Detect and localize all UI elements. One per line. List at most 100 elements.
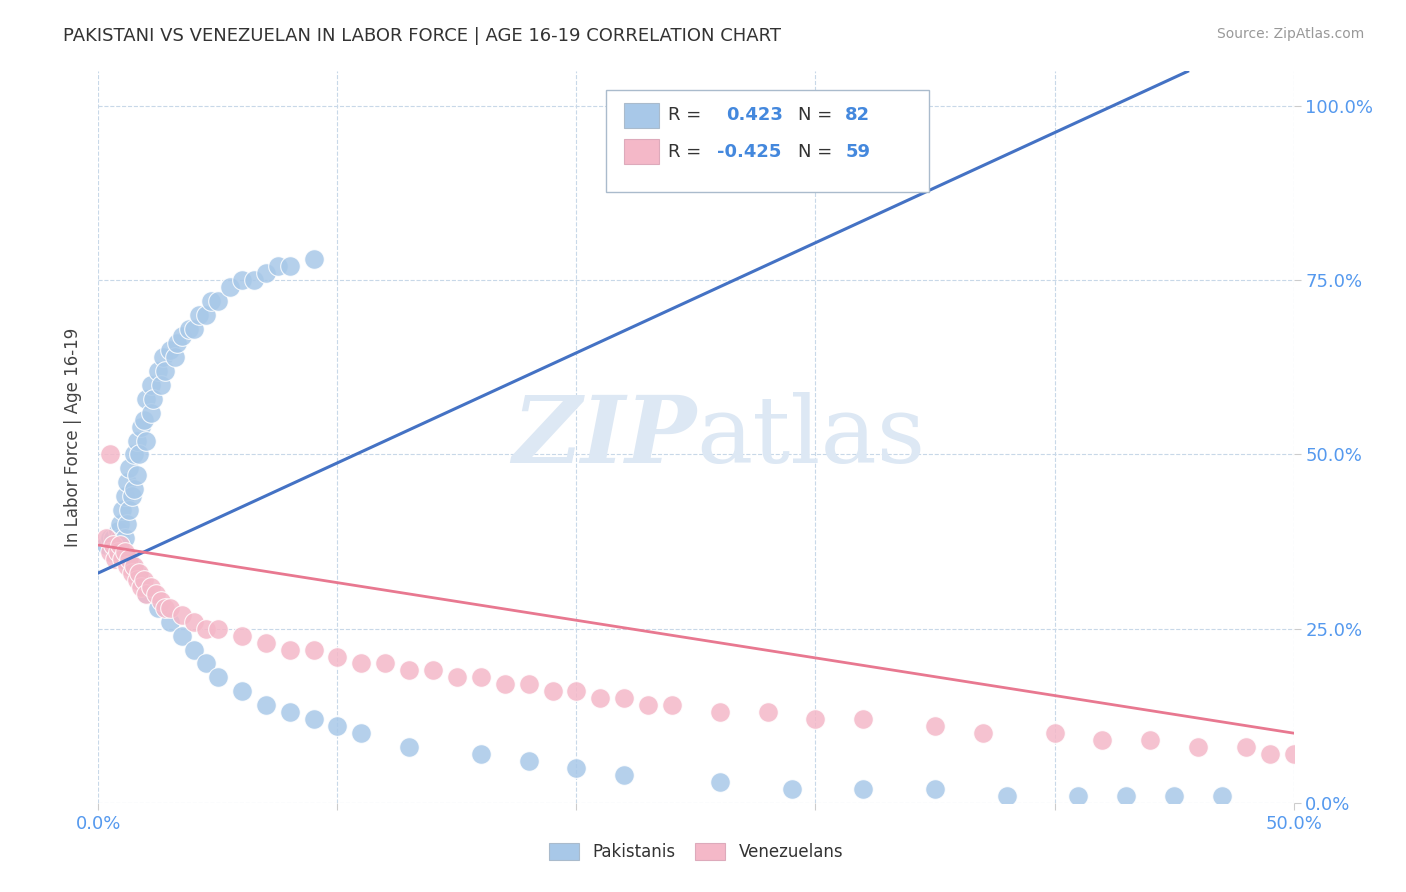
Point	[183, 642, 205, 657]
Point	[172, 607, 194, 622]
Point	[114, 545, 136, 559]
Text: N =: N =	[797, 143, 832, 161]
Point	[149, 377, 172, 392]
Point	[121, 566, 143, 580]
Point	[709, 775, 731, 789]
Point	[756, 705, 779, 719]
Point	[200, 294, 222, 309]
Point	[128, 566, 150, 580]
FancyBboxPatch shape	[606, 90, 929, 192]
Point	[172, 629, 194, 643]
Point	[302, 712, 325, 726]
Point	[108, 517, 131, 532]
Point	[121, 558, 143, 573]
Point	[541, 684, 564, 698]
Point	[1139, 733, 1161, 747]
Point	[111, 552, 134, 566]
Point	[94, 531, 117, 545]
Point	[131, 419, 153, 434]
Point	[104, 552, 127, 566]
Point	[132, 412, 155, 426]
Point	[131, 580, 153, 594]
Point	[446, 670, 468, 684]
Point	[98, 545, 122, 559]
Point	[187, 308, 209, 322]
Point	[114, 531, 136, 545]
Point	[231, 629, 253, 643]
Point	[254, 698, 277, 713]
Point	[350, 726, 373, 740]
Point	[278, 260, 301, 274]
Point	[195, 308, 218, 322]
Point	[1163, 789, 1185, 803]
Point	[470, 747, 492, 761]
Point	[517, 677, 540, 691]
Point	[326, 649, 349, 664]
Point	[195, 657, 218, 671]
Point	[709, 705, 731, 719]
Point	[94, 538, 117, 552]
Point	[1067, 789, 1090, 803]
Point	[565, 684, 588, 698]
Text: ZIP: ZIP	[512, 392, 696, 482]
Point	[852, 712, 875, 726]
Point	[422, 664, 444, 678]
Point	[302, 252, 325, 267]
Text: -0.425: -0.425	[717, 143, 782, 161]
Point	[125, 566, 148, 580]
Point	[166, 336, 188, 351]
Point	[183, 322, 205, 336]
Text: 0.423: 0.423	[725, 106, 783, 124]
Point	[159, 343, 181, 357]
Point	[132, 573, 155, 587]
Point	[125, 573, 148, 587]
Point	[195, 622, 218, 636]
Point	[101, 531, 124, 545]
Point	[125, 468, 148, 483]
Point	[135, 434, 157, 448]
Point	[115, 552, 138, 566]
Point	[149, 594, 172, 608]
Y-axis label: In Labor Force | Age 16-19: In Labor Force | Age 16-19	[65, 327, 83, 547]
Text: R =: R =	[668, 143, 702, 161]
Point	[139, 406, 162, 420]
Point	[1282, 747, 1305, 761]
Point	[155, 600, 177, 615]
Text: R =: R =	[668, 106, 702, 124]
Point	[1187, 740, 1209, 755]
Point	[494, 677, 516, 691]
Text: N =: N =	[797, 106, 832, 124]
Point	[131, 573, 153, 587]
Text: Source: ZipAtlas.com: Source: ZipAtlas.com	[1216, 27, 1364, 41]
Point	[972, 726, 994, 740]
Point	[111, 538, 134, 552]
Point	[398, 740, 420, 755]
Point	[115, 558, 138, 573]
Point	[124, 483, 146, 497]
Point	[98, 448, 122, 462]
Point	[128, 448, 150, 462]
Point	[148, 600, 170, 615]
Point	[852, 781, 875, 796]
Point	[565, 761, 588, 775]
Point	[118, 503, 141, 517]
Point	[107, 545, 129, 559]
Point	[207, 622, 229, 636]
Point	[613, 691, 636, 706]
Text: atlas: atlas	[696, 392, 925, 482]
Point	[139, 580, 162, 594]
Point	[207, 670, 229, 684]
Legend: Pakistanis, Venezuelans: Pakistanis, Venezuelans	[543, 836, 849, 868]
Point	[135, 392, 157, 406]
Point	[267, 260, 290, 274]
Point	[924, 781, 946, 796]
Point	[159, 615, 181, 629]
Point	[924, 719, 946, 733]
Point	[278, 705, 301, 719]
Point	[108, 531, 131, 545]
Point	[326, 719, 349, 733]
Point	[207, 294, 229, 309]
FancyBboxPatch shape	[624, 103, 659, 128]
Point	[124, 558, 146, 573]
Point	[302, 642, 325, 657]
